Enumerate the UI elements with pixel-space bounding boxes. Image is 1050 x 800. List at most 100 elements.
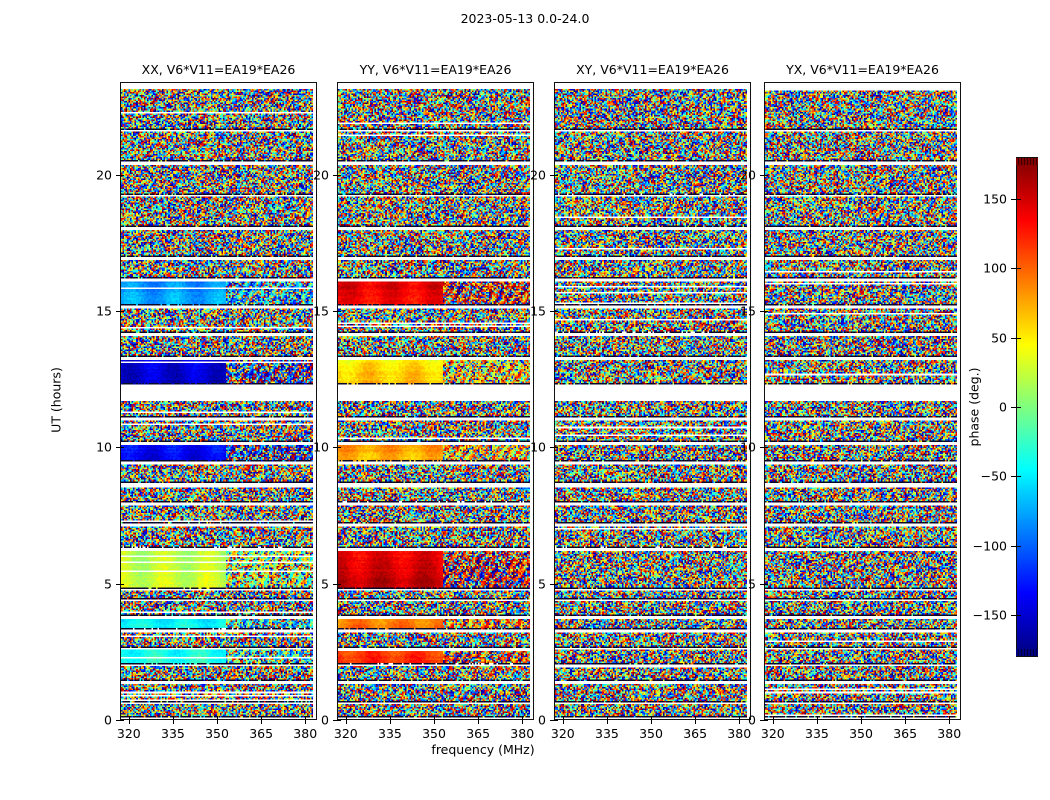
yticklabel-xx-3: 15 [96,303,112,319]
xtick-inner-xy-0 [562,716,564,720]
xticklabel-yx-2: 350 [849,726,873,741]
ytick-inner-xy-4 [554,174,558,176]
ytick-xx-0 [116,720,120,721]
xtick-yx-3 [905,720,907,724]
xticklabel-yy-0: 320 [333,726,358,741]
xtick-inner-yx-3 [905,716,907,720]
ytick-inner-yx-0 [764,720,768,721]
panel-title-xy: XY, V6*V11=EA19*EA26 [576,62,729,77]
ytick-xy-4 [550,174,554,176]
colorbar-tick-1 [1011,545,1016,547]
xtick-xx-2 [217,720,219,724]
panel-xx[interactable]: XX, V6*V11=EA19*EA26 320 335 350 365 380 0 5 10 1… [96,62,317,741]
x-axis-label: frequency (MHz) [431,742,535,757]
yticklabel-yx-3: 15 [740,303,756,319]
xtick-inner-yx-4 [949,716,951,720]
yticklabel-yy-0: 0 [321,712,329,728]
waterfall-image-xy [555,83,750,719]
ytick-inner-yx-1 [764,583,768,585]
ytick-xy-2 [550,447,554,449]
yticklabel-xx-1: 5 [104,576,112,592]
waterfall-image-xx [121,83,316,719]
ytick-inner-yy-2 [337,447,341,449]
ytick-inner-yy-0 [337,720,341,721]
ytick-inner-xy-3 [554,311,558,313]
y-axis-label: UT (hours) [48,367,64,433]
ytick-xy-1 [550,583,554,585]
colorbar-tick-inner-0 [1016,615,1021,617]
plot-area-yx[interactable] [764,82,961,720]
yticklabel-yy-3: 15 [313,303,329,319]
xticklabel-yx-1: 335 [804,726,829,741]
yticklabel-xx-4: 20 [96,167,112,183]
colorbar-tick-inner-4 [1016,337,1021,339]
xticklabel-yy-2: 350 [422,726,446,741]
colorbar-tick-3 [1011,407,1016,408]
xtick-xy-2 [651,720,653,724]
xtick-inner-xx-3 [261,716,263,720]
colorbar-ticklabel-0: −150 [972,607,1007,623]
yticklabel-yy-2: 10 [313,439,329,455]
yticklabel-xx-2: 10 [96,439,112,455]
xtick-xy-1 [606,720,608,724]
yticklabel-yx-4: 20 [740,167,756,183]
colorbar-tick-4 [1011,337,1016,339]
xticklabel-yx-0: 320 [760,726,785,741]
xtick-inner-yy-3 [478,716,480,720]
panel-title-xx: XX, V6*V11=EA19*EA26 [141,62,296,77]
yticklabel-yx-1: 5 [748,576,756,592]
xtick-xx-4 [305,720,307,724]
ytick-yx-4 [760,174,764,176]
xticklabel-xy-2: 350 [639,726,663,741]
xtick-inner-yx-1 [816,716,818,720]
colorbar-tick-5 [1011,268,1016,270]
ytick-xx-2 [116,447,120,449]
xtick-inner-yx-2 [861,716,863,720]
ytick-inner-xy-2 [554,447,558,449]
panel-xy[interactable]: XY, V6*V11=EA19*EA26 320 335 350 365 380 0 5 10 1… [530,62,751,741]
ytick-xx-1 [116,583,120,585]
xtick-yy-1 [389,720,391,724]
xticklabel-xy-0: 320 [550,726,575,741]
colorbar-extend-max [1016,158,1038,165]
yticklabel-xy-4: 20 [530,167,546,183]
xticklabel-yx-4: 380 [937,726,962,741]
ytick-yy-4 [333,174,337,176]
yticklabel-xx-0: 0 [104,712,112,728]
plot-area-xx[interactable] [120,82,317,720]
colorbar-tick-inner-3 [1016,407,1021,408]
xtick-xx-3 [261,720,263,724]
xticklabel-yx-3: 365 [893,726,918,741]
ytick-inner-yx-3 [764,311,768,313]
xtick-inner-xx-1 [172,716,174,720]
xtick-yy-3 [478,720,480,724]
xtick-inner-xy-4 [739,716,741,720]
ytick-inner-yy-4 [337,174,341,176]
ytick-yy-0 [333,720,337,721]
panel-yx[interactable]: YX, V6*V11=EA19*EA26 320 335 350 365 380 0 5 10 1… [740,62,961,741]
yticklabel-xy-1: 5 [538,576,546,592]
xticklabel-yy-1: 335 [377,726,402,741]
ytick-xy-3 [550,311,554,313]
colorbar-ticklabel-3: 0 [999,399,1007,415]
xticklabel-xy-3: 365 [683,726,708,741]
panel-title-yy: YY, V6*V11=EA19*EA26 [359,62,512,77]
xtick-inner-yy-0 [345,716,347,720]
panel-yy[interactable]: YY, V6*V11=EA19*EA26 320 335 350 365 380 0 5 10 1… [313,62,534,741]
yticklabel-yx-0: 0 [748,712,756,728]
ytick-inner-xy-0 [554,720,558,721]
yticklabel-xy-3: 15 [530,303,546,319]
ytick-yy-3 [333,311,337,313]
ytick-yx-1 [760,583,764,585]
xticklabel-xx-3: 365 [249,726,274,741]
colorbar-extend-min [1016,649,1038,656]
waterfall-image-yy [338,83,533,719]
plot-area-yy[interactable] [337,82,534,720]
xtick-inner-xx-0 [128,716,130,720]
waterfall-image-yx [765,83,960,719]
plot-area-xy[interactable] [554,82,751,720]
xtick-inner-yy-4 [522,716,524,720]
yticklabel-yy-4: 20 [313,167,329,183]
colorbar-ticklabel-5: 100 [983,260,1007,276]
